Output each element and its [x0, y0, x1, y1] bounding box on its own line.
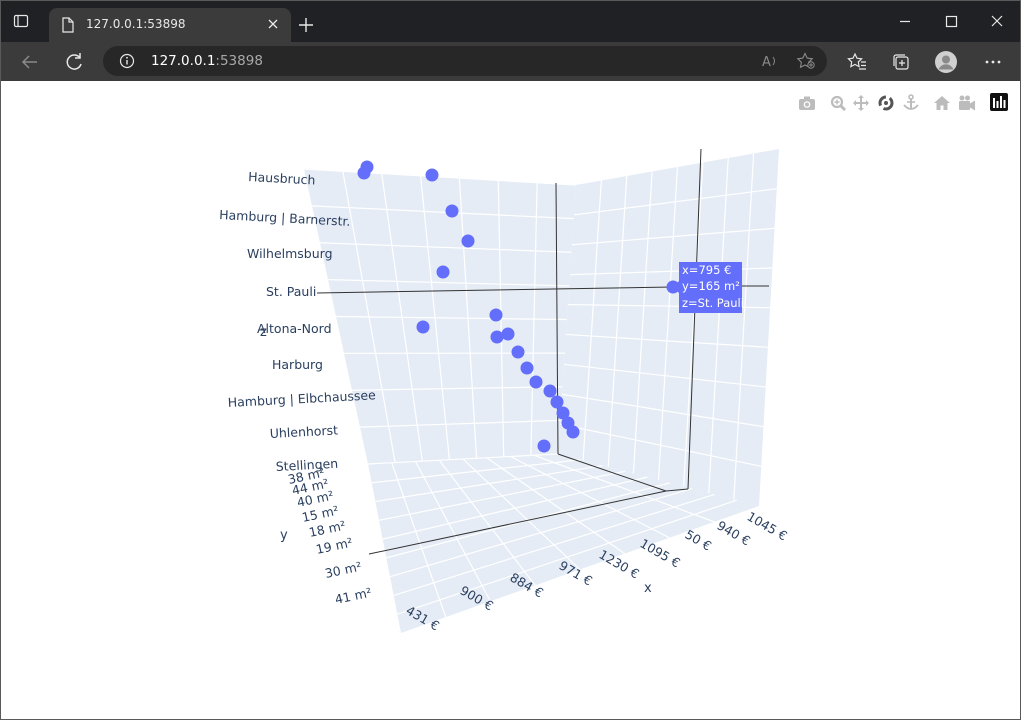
- z-tick-label: Harburg: [272, 357, 323, 372]
- plot-modebar: [799, 93, 1008, 112]
- address-bar[interactable]: 127.0.0.1:53898 A: [103, 46, 827, 76]
- y-tick-label: 41 m²: [334, 585, 373, 607]
- z-tick-label: Wilhelmsburg: [247, 246, 333, 261]
- turntable-rotation-icon[interactable]: [903, 94, 919, 110]
- profile-avatar-icon[interactable]: [934, 50, 958, 74]
- url-host: 127.0.0.1: [151, 53, 216, 69]
- y-tick-label: 19 m²: [315, 535, 354, 557]
- tab-title: 127.0.0.1:53898: [86, 17, 186, 31]
- scatter3d-scene[interactable]: Stellingen Uhlenhorst Hamburg | Elbchausse…: [1, 81, 1020, 719]
- data-point[interactable]: [501, 327, 515, 341]
- data-point[interactable]: [445, 204, 459, 218]
- favorites-icon[interactable]: [845, 50, 869, 74]
- data-point[interactable]: [489, 308, 503, 322]
- refresh-icon[interactable]: [62, 50, 86, 74]
- data-point[interactable]: [550, 395, 564, 409]
- more-options-icon[interactable]: [981, 50, 1005, 74]
- browser-toolbar: 127.0.0.1:53898 A: [1, 42, 1020, 81]
- url-port: :53898: [215, 53, 263, 69]
- z-tick-label: Altona-Nord: [257, 321, 332, 336]
- minimize-icon[interactable]: [882, 1, 928, 42]
- data-point[interactable]: [416, 320, 430, 334]
- data-point[interactable]: [436, 265, 450, 279]
- back-arrow-icon[interactable]: [18, 50, 42, 74]
- data-point[interactable]: [537, 439, 551, 453]
- z-tick-label: Uhlenhorst: [269, 422, 338, 441]
- data-point[interactable]: [529, 375, 543, 389]
- site-info-icon[interactable]: [119, 53, 135, 69]
- reset-camera-home-icon[interactable]: [934, 96, 950, 110]
- z-tick-label: Hamburg | Barnerstr.: [219, 207, 351, 229]
- browser-tab[interactable]: 127.0.0.1:53898: [49, 8, 291, 42]
- hover-x-value: x=795 €: [682, 263, 731, 277]
- zoom-icon[interactable]: [830, 95, 847, 112]
- z-tick-label: St. Pauli: [266, 284, 316, 299]
- data-point[interactable]: [556, 406, 570, 420]
- x-axis-title: x: [644, 581, 652, 596]
- data-point[interactable]: [490, 330, 504, 344]
- data-point[interactable]: [357, 166, 371, 180]
- z-tick-label: Stellingen: [275, 456, 338, 474]
- data-point[interactable]: [511, 345, 525, 359]
- hover-y-value: y=165 m²: [682, 279, 740, 293]
- tab-actions-icon[interactable]: [13, 13, 29, 29]
- data-point[interactable]: [566, 425, 580, 439]
- title-bar: 127.0.0.1:53898: [1, 1, 1020, 42]
- url-text: 127.0.0.1:53898: [151, 53, 263, 69]
- hover-tooltip: x=795 € y=165 m² z=St. Pauli: [673, 262, 744, 313]
- read-aloud-icon[interactable]: A: [761, 52, 779, 70]
- new-tab-icon[interactable]: [297, 16, 315, 34]
- z-tick-label: Hausbruch: [248, 169, 316, 188]
- y-tick-label: 30 m²: [324, 559, 363, 581]
- z-axis-tick-labels: Stellingen Uhlenhorst Hamburg | Elbchausse…: [219, 169, 377, 474]
- page-icon: [62, 17, 74, 33]
- data-point[interactable]: [461, 234, 475, 248]
- z-axis-title: z: [260, 325, 267, 340]
- collections-icon[interactable]: [889, 50, 913, 74]
- camera-icon[interactable]: [799, 96, 815, 111]
- x-tick-label: 50 €: [683, 527, 715, 554]
- maximize-icon[interactable]: [928, 1, 974, 42]
- data-point[interactable]: [543, 384, 557, 398]
- pan-icon[interactable]: [853, 95, 869, 111]
- z-tick-label: Hamburg | Elbchaussee: [227, 387, 376, 410]
- close-window-icon[interactable]: [974, 1, 1020, 42]
- reset-camera-last-save-icon[interactable]: [959, 95, 975, 111]
- add-favorite-icon[interactable]: [796, 52, 816, 70]
- y-axis-title: y: [280, 528, 288, 543]
- orbit-rotation-icon[interactable]: [878, 95, 894, 111]
- svg-text:A: A: [762, 55, 771, 70]
- floor-plane: [368, 454, 759, 633]
- data-point[interactable]: [520, 361, 534, 375]
- close-tab-icon[interactable]: [265, 16, 281, 32]
- plotly-logo-icon[interactable]: [990, 93, 1008, 111]
- hover-z-value: z=St. Pauli: [682, 296, 744, 310]
- data-point[interactable]: [425, 168, 439, 182]
